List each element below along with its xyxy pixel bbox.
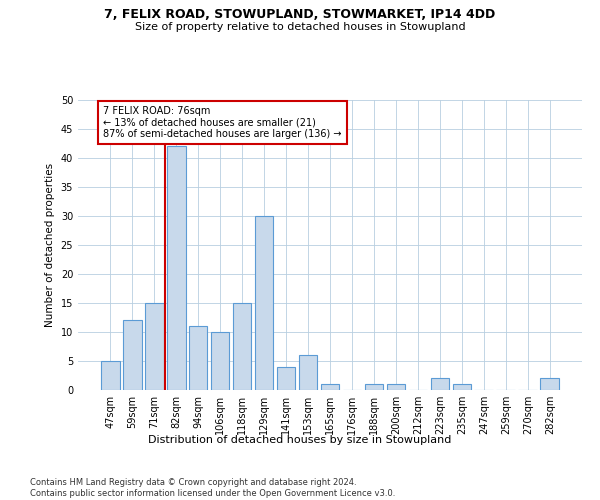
Bar [167, 146, 185, 390]
Bar [101, 361, 119, 390]
Bar [189, 326, 208, 390]
Text: 7, FELIX ROAD, STOWUPLAND, STOWMARKET, IP14 4DD: 7, FELIX ROAD, STOWUPLAND, STOWMARKET, I… [104, 8, 496, 20]
Text: Size of property relative to detached houses in Stowupland: Size of property relative to detached ho… [134, 22, 466, 32]
Text: Distribution of detached houses by size in Stowupland: Distribution of detached houses by size … [148, 435, 452, 445]
Bar [255, 216, 274, 390]
Bar [386, 384, 405, 390]
Bar [233, 303, 251, 390]
Y-axis label: Number of detached properties: Number of detached properties [45, 163, 55, 327]
Bar [365, 384, 383, 390]
Bar [320, 384, 340, 390]
Bar [541, 378, 559, 390]
Bar [299, 355, 317, 390]
Bar [145, 303, 164, 390]
Bar [431, 378, 449, 390]
Text: Contains HM Land Registry data © Crown copyright and database right 2024.
Contai: Contains HM Land Registry data © Crown c… [30, 478, 395, 498]
Bar [123, 320, 142, 390]
Text: 7 FELIX ROAD: 76sqm
← 13% of detached houses are smaller (21)
87% of semi-detach: 7 FELIX ROAD: 76sqm ← 13% of detached ho… [103, 106, 342, 139]
Bar [211, 332, 229, 390]
Bar [452, 384, 471, 390]
Bar [277, 367, 295, 390]
